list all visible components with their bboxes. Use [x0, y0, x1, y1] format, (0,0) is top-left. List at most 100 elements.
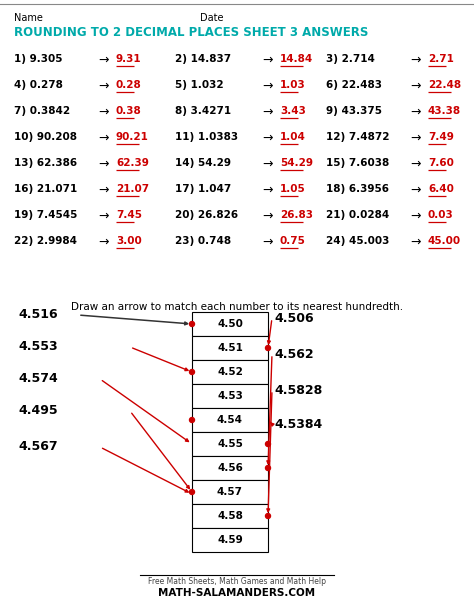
- Text: 54.29: 54.29: [280, 158, 313, 168]
- Text: →: →: [410, 132, 420, 145]
- Text: 1.04: 1.04: [280, 132, 306, 142]
- Text: 1) 9.305: 1) 9.305: [14, 54, 63, 64]
- Text: 4.5384: 4.5384: [274, 417, 322, 430]
- Text: 4.50: 4.50: [217, 319, 243, 329]
- Text: 2.71: 2.71: [428, 54, 454, 64]
- Text: 21.07: 21.07: [116, 184, 149, 194]
- Text: →: →: [410, 236, 420, 249]
- Text: →: →: [98, 158, 109, 171]
- Text: →: →: [410, 80, 420, 93]
- Bar: [192, 528, 268, 552]
- Text: 9.31: 9.31: [116, 54, 142, 64]
- Text: 6.40: 6.40: [428, 184, 454, 194]
- Text: 1.05: 1.05: [280, 184, 306, 194]
- Text: →: →: [98, 80, 109, 93]
- Text: 8) 3.4271: 8) 3.4271: [175, 106, 231, 116]
- Text: →: →: [98, 184, 109, 197]
- Text: Date: Date: [200, 13, 224, 23]
- Text: 4.51: 4.51: [217, 343, 243, 353]
- Bar: [192, 432, 268, 456]
- Circle shape: [265, 441, 271, 446]
- Text: 62.39: 62.39: [116, 158, 149, 168]
- Text: 45.00: 45.00: [428, 236, 461, 246]
- Text: 17) 1.047: 17) 1.047: [175, 184, 231, 194]
- Text: 4.57: 4.57: [217, 487, 243, 497]
- Text: 4.53: 4.53: [217, 391, 243, 401]
- Text: 4.52: 4.52: [217, 367, 243, 377]
- Text: →: →: [410, 106, 420, 119]
- Text: Name: Name: [14, 13, 43, 23]
- Text: Free Math Sheets, Math Games and Math Help: Free Math Sheets, Math Games and Math He…: [148, 577, 326, 586]
- Bar: [192, 360, 268, 384]
- Text: 2) 14.837: 2) 14.837: [175, 54, 231, 64]
- Text: 24) 45.003: 24) 45.003: [326, 236, 389, 246]
- Text: 14.84: 14.84: [280, 54, 313, 64]
- Circle shape: [190, 490, 194, 495]
- Text: 4) 0.278: 4) 0.278: [14, 80, 63, 90]
- Text: ROUNDING TO 2 DECIMAL PLACES SHEET 3 ANSWERS: ROUNDING TO 2 DECIMAL PLACES SHEET 3 ANS…: [14, 26, 368, 39]
- Text: 0.03: 0.03: [428, 210, 454, 220]
- Text: 4.59: 4.59: [217, 535, 243, 545]
- Text: 7.49: 7.49: [428, 132, 454, 142]
- Text: 90.21: 90.21: [116, 132, 149, 142]
- Text: →: →: [262, 158, 273, 171]
- Circle shape: [265, 465, 271, 471]
- Text: 7.45: 7.45: [116, 210, 142, 220]
- Text: MATH-SALAMANDERS.COM: MATH-SALAMANDERS.COM: [158, 588, 316, 598]
- Text: 15) 7.6038: 15) 7.6038: [326, 158, 389, 168]
- Text: →: →: [262, 54, 273, 67]
- Text: 4.58: 4.58: [217, 511, 243, 521]
- Text: 20) 26.826: 20) 26.826: [175, 210, 238, 220]
- Text: 12) 7.4872: 12) 7.4872: [326, 132, 390, 142]
- Bar: [192, 504, 268, 528]
- Text: →: →: [410, 184, 420, 197]
- Text: 7.60: 7.60: [428, 158, 454, 168]
- Circle shape: [265, 346, 271, 351]
- Text: Draw an arrow to match each number to its nearest hundredth.: Draw an arrow to match each number to it…: [71, 302, 403, 312]
- Text: →: →: [98, 210, 109, 223]
- Text: →: →: [262, 132, 273, 145]
- Text: 4.506: 4.506: [274, 311, 314, 324]
- Circle shape: [190, 417, 194, 422]
- Text: 4.55: 4.55: [217, 439, 243, 449]
- Circle shape: [265, 514, 271, 519]
- Text: 21) 0.0284: 21) 0.0284: [326, 210, 389, 220]
- Text: 4.54: 4.54: [217, 415, 243, 425]
- Text: →: →: [262, 80, 273, 93]
- Text: 0.28: 0.28: [116, 80, 142, 90]
- Text: →: →: [410, 210, 420, 223]
- Text: →: →: [262, 184, 273, 197]
- Bar: [192, 408, 268, 432]
- Text: 4.495: 4.495: [18, 405, 58, 417]
- Text: →: →: [98, 54, 109, 67]
- Text: 9) 43.375: 9) 43.375: [326, 106, 382, 116]
- Text: 3) 2.714: 3) 2.714: [326, 54, 375, 64]
- Bar: [192, 456, 268, 480]
- Text: 4.574: 4.574: [18, 373, 58, 386]
- Text: 14) 54.29: 14) 54.29: [175, 158, 231, 168]
- Text: →: →: [98, 236, 109, 249]
- Text: 6) 22.483: 6) 22.483: [326, 80, 382, 90]
- Text: 4.5828: 4.5828: [274, 384, 322, 397]
- Text: 1.03: 1.03: [280, 80, 306, 90]
- Text: 4.553: 4.553: [18, 340, 58, 354]
- Text: 4.567: 4.567: [18, 441, 58, 454]
- Text: 4.562: 4.562: [274, 348, 314, 360]
- Text: 22) 2.9984: 22) 2.9984: [14, 236, 77, 246]
- Text: 11) 1.0383: 11) 1.0383: [175, 132, 238, 142]
- Text: →: →: [98, 132, 109, 145]
- Text: 43.38: 43.38: [428, 106, 461, 116]
- Text: 0.75: 0.75: [280, 236, 306, 246]
- Text: →: →: [262, 236, 273, 249]
- Text: 13) 62.386: 13) 62.386: [14, 158, 77, 168]
- Text: 7) 0.3842: 7) 0.3842: [14, 106, 70, 116]
- Text: 4.516: 4.516: [18, 308, 58, 321]
- Text: 0.38: 0.38: [116, 106, 142, 116]
- Text: 18) 6.3956: 18) 6.3956: [326, 184, 389, 194]
- Circle shape: [190, 370, 194, 375]
- Text: 22.48: 22.48: [428, 80, 461, 90]
- Text: 26.83: 26.83: [280, 210, 313, 220]
- Bar: [192, 480, 268, 504]
- Text: 3.43: 3.43: [280, 106, 306, 116]
- Bar: [192, 384, 268, 408]
